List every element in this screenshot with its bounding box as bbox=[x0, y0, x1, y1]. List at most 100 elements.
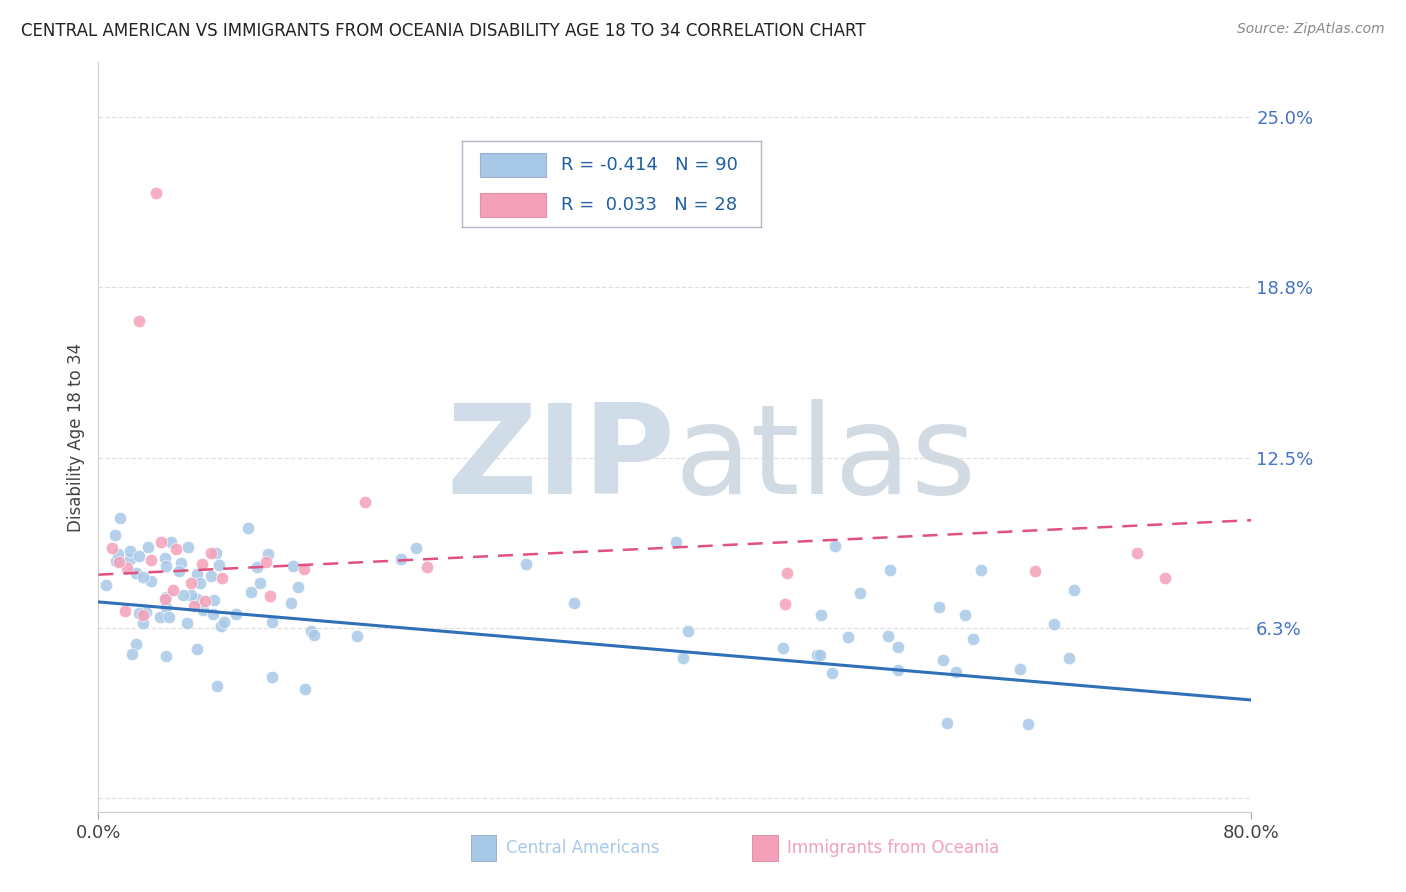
Point bbox=[202, 593, 225, 607]
Point bbox=[132, 607, 155, 622]
Point bbox=[120, 544, 142, 558]
Point bbox=[167, 564, 190, 578]
Point bbox=[294, 681, 316, 696]
Point bbox=[104, 527, 127, 541]
Point bbox=[186, 592, 208, 607]
Point bbox=[877, 629, 900, 643]
Point bbox=[172, 588, 194, 602]
Point bbox=[170, 556, 193, 570]
Text: Central Americans: Central Americans bbox=[506, 839, 659, 857]
Point bbox=[157, 609, 180, 624]
Point bbox=[287, 580, 309, 594]
Point bbox=[562, 596, 585, 610]
Point bbox=[107, 555, 129, 569]
Point bbox=[246, 560, 269, 574]
Point bbox=[515, 557, 537, 571]
Point bbox=[676, 624, 699, 639]
Point bbox=[932, 653, 955, 667]
Point bbox=[935, 716, 957, 731]
Point bbox=[211, 571, 233, 585]
Point bbox=[1063, 583, 1085, 598]
Point bbox=[202, 607, 225, 621]
Point bbox=[928, 600, 950, 615]
Point bbox=[254, 555, 277, 569]
Bar bbox=[752, 836, 778, 861]
Point bbox=[186, 641, 208, 656]
Point bbox=[821, 665, 844, 680]
Point bbox=[135, 606, 157, 620]
Point bbox=[389, 552, 412, 566]
Point bbox=[145, 186, 167, 201]
Point bbox=[125, 637, 148, 651]
Point bbox=[155, 599, 177, 614]
Point bbox=[262, 615, 284, 629]
Text: Source: ZipAtlas.com: Source: ZipAtlas.com bbox=[1237, 22, 1385, 37]
Point bbox=[191, 558, 214, 572]
Point bbox=[806, 648, 828, 663]
Text: CENTRAL AMERICAN VS IMMIGRANTS FROM OCEANIA DISABILITY AGE 18 TO 34 CORRELATION : CENTRAL AMERICAN VS IMMIGRANTS FROM OCEA… bbox=[21, 22, 866, 40]
Point bbox=[1125, 546, 1147, 560]
Point bbox=[773, 597, 796, 611]
Point bbox=[262, 670, 284, 684]
Point bbox=[1024, 565, 1046, 579]
Point bbox=[136, 540, 159, 554]
Point bbox=[887, 664, 910, 678]
Point bbox=[772, 640, 794, 655]
Text: ZIP: ZIP bbox=[446, 399, 675, 520]
Point bbox=[346, 629, 368, 643]
Point bbox=[128, 549, 150, 563]
Point bbox=[190, 575, 212, 590]
Point bbox=[200, 569, 222, 583]
Point bbox=[280, 596, 302, 610]
Point bbox=[128, 314, 150, 328]
Point bbox=[200, 546, 222, 560]
Y-axis label: Disability Age 18 to 34: Disability Age 18 to 34 bbox=[66, 343, 84, 532]
Point bbox=[104, 554, 127, 568]
Point bbox=[208, 558, 231, 572]
Point bbox=[139, 574, 162, 589]
Point bbox=[205, 546, 228, 560]
Point bbox=[970, 563, 993, 577]
Point bbox=[810, 648, 832, 663]
Point bbox=[114, 604, 136, 618]
Point bbox=[1010, 662, 1032, 676]
Point bbox=[101, 541, 124, 555]
Point bbox=[194, 593, 217, 607]
Point bbox=[1042, 617, 1064, 632]
Point bbox=[180, 575, 202, 590]
Point bbox=[108, 511, 131, 525]
Point bbox=[1153, 571, 1175, 585]
Point bbox=[240, 584, 263, 599]
Point bbox=[824, 539, 846, 553]
Text: Immigrants from Oceania: Immigrants from Oceania bbox=[787, 839, 1000, 857]
Point bbox=[1017, 717, 1039, 731]
Point bbox=[186, 566, 208, 581]
Point bbox=[945, 665, 967, 679]
Point bbox=[672, 650, 695, 665]
Point bbox=[153, 551, 176, 566]
Point bbox=[211, 619, 233, 633]
Point bbox=[775, 566, 797, 580]
Point bbox=[132, 615, 155, 630]
Point bbox=[665, 535, 688, 549]
Point bbox=[962, 632, 984, 646]
Point bbox=[94, 578, 117, 592]
Point bbox=[1057, 650, 1080, 665]
Point bbox=[107, 547, 129, 561]
Point bbox=[150, 535, 173, 549]
Point bbox=[257, 547, 280, 561]
Point bbox=[165, 541, 187, 556]
Point bbox=[121, 648, 143, 662]
Point bbox=[837, 630, 859, 644]
Point bbox=[302, 628, 325, 642]
Point bbox=[281, 559, 304, 574]
Point bbox=[115, 561, 138, 575]
Point bbox=[292, 562, 315, 576]
Point bbox=[155, 590, 177, 604]
Point bbox=[810, 607, 832, 622]
Point bbox=[160, 535, 183, 549]
Bar bbox=[471, 836, 496, 861]
Point bbox=[259, 589, 281, 603]
Point bbox=[141, 553, 163, 567]
Point bbox=[205, 679, 228, 693]
